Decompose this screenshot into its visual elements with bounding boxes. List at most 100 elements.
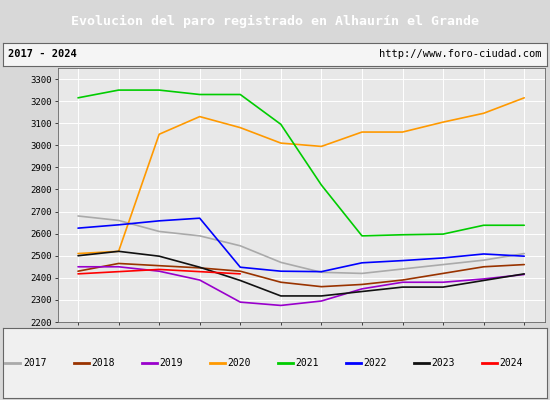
2017 — [480, 258, 487, 262]
2024 — [75, 272, 81, 276]
2021 — [521, 223, 527, 228]
2021 — [480, 223, 487, 228]
2022 — [116, 222, 122, 227]
2023 — [521, 272, 527, 276]
2020 — [359, 130, 365, 134]
2023 — [75, 253, 81, 258]
2019 — [116, 264, 122, 269]
2022 — [521, 254, 527, 258]
2018 — [278, 280, 284, 285]
Text: 2022: 2022 — [364, 358, 387, 368]
2018 — [196, 266, 203, 270]
2023 — [318, 294, 324, 298]
2019 — [237, 300, 244, 304]
2020 — [318, 144, 324, 149]
2018 — [237, 269, 244, 274]
2017 — [75, 214, 81, 218]
2022 — [399, 258, 406, 263]
2022 — [480, 252, 487, 256]
2018 — [480, 264, 487, 269]
2022 — [196, 216, 203, 220]
2018 — [318, 284, 324, 289]
2022 — [440, 256, 447, 260]
2023 — [156, 254, 162, 258]
2020 — [521, 96, 527, 100]
2020 — [196, 114, 203, 119]
2023 — [116, 249, 122, 254]
2020 — [116, 249, 122, 254]
2024 — [156, 267, 162, 272]
2023 — [196, 265, 203, 270]
Text: 2017 - 2024: 2017 - 2024 — [8, 49, 77, 59]
Text: Evolucion del paro registrado en Alhaurín el Grande: Evolucion del paro registrado en Alhaurí… — [71, 14, 479, 28]
2020 — [75, 251, 81, 256]
2021 — [399, 232, 406, 237]
2018 — [75, 269, 81, 274]
2024 — [116, 269, 122, 274]
2020 — [237, 125, 244, 130]
2021 — [116, 88, 122, 92]
2024 — [196, 269, 203, 274]
2019 — [196, 278, 203, 282]
2023 — [278, 294, 284, 298]
Text: 2018: 2018 — [91, 358, 115, 368]
Line: 2021: 2021 — [78, 90, 524, 236]
2019 — [75, 264, 81, 269]
2018 — [399, 278, 406, 282]
2019 — [359, 286, 365, 291]
Text: 2019: 2019 — [160, 358, 183, 368]
2018 — [156, 263, 162, 268]
Line: 2019: 2019 — [78, 267, 524, 306]
2020 — [156, 132, 162, 137]
2017 — [196, 234, 203, 238]
2017 — [359, 271, 365, 276]
Line: 2024: 2024 — [78, 270, 240, 274]
2021 — [196, 92, 203, 97]
2017 — [399, 266, 406, 271]
2022 — [359, 260, 365, 265]
2017 — [318, 270, 324, 275]
Line: 2017: 2017 — [78, 216, 524, 274]
2022 — [75, 226, 81, 230]
Text: 2021: 2021 — [295, 358, 319, 368]
2020 — [278, 141, 284, 146]
2021 — [440, 232, 447, 236]
Line: 2023: 2023 — [78, 251, 524, 296]
2021 — [359, 234, 365, 238]
2018 — [359, 282, 365, 287]
Text: 2020: 2020 — [227, 358, 251, 368]
2022 — [278, 269, 284, 274]
2017 — [521, 251, 527, 256]
2022 — [237, 265, 244, 270]
2019 — [278, 303, 284, 308]
2024 — [237, 272, 244, 276]
2020 — [480, 111, 487, 116]
2021 — [278, 122, 284, 127]
Text: 2023: 2023 — [432, 358, 455, 368]
2021 — [75, 96, 81, 100]
2018 — [521, 262, 527, 267]
2019 — [318, 299, 324, 304]
2023 — [237, 278, 244, 283]
2019 — [521, 272, 527, 277]
2019 — [156, 269, 162, 274]
2022 — [318, 269, 324, 274]
2022 — [156, 218, 162, 223]
Line: 2022: 2022 — [78, 218, 524, 272]
2021 — [318, 183, 324, 188]
2017 — [440, 262, 447, 267]
2017 — [116, 218, 122, 223]
2018 — [116, 261, 122, 266]
2018 — [440, 271, 447, 276]
Line: 2018: 2018 — [78, 264, 524, 287]
2019 — [399, 280, 406, 285]
2017 — [278, 260, 284, 265]
Line: 2020: 2020 — [78, 98, 524, 254]
2023 — [440, 285, 447, 290]
Text: http://www.foro-ciudad.com: http://www.foro-ciudad.com — [379, 49, 542, 59]
2020 — [440, 120, 447, 124]
2023 — [359, 289, 365, 294]
2017 — [237, 243, 244, 248]
2023 — [480, 278, 487, 283]
2021 — [237, 92, 244, 97]
